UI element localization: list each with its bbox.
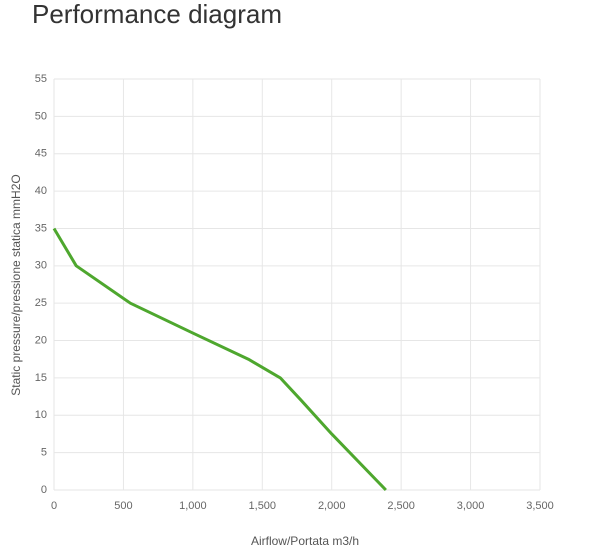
y-tick-label: 15 [35, 372, 47, 384]
y-tick-label: 30 [35, 260, 47, 272]
y-axis-label: Static pressure/pressione statica mmH2O [9, 174, 23, 395]
x-tick-label: 0 [51, 500, 57, 512]
y-tick-label: 45 [35, 148, 47, 160]
x-tick-label: 2,000 [318, 500, 346, 512]
series-line [52, 227, 387, 492]
y-tick-label: 25 [35, 297, 47, 309]
y-tick-label: 0 [41, 484, 47, 496]
y-tick-label: 50 [35, 110, 47, 122]
x-tick-label: 1,000 [179, 500, 207, 512]
chart-title: Performance diagram [32, 0, 282, 29]
x-tick-label: 500 [114, 500, 132, 512]
y-tick-label: 40 [35, 185, 47, 197]
y-tick-label: 20 [35, 334, 47, 346]
x-tick-label: 2,500 [387, 500, 415, 512]
x-axis-label: Airflow/Portata m3/h [251, 534, 359, 548]
x-tick-label: 3,000 [457, 500, 485, 512]
y-tick-label: 5 [41, 447, 47, 459]
x-tick-label: 1,500 [249, 500, 277, 512]
x-tick-label: 3,500 [526, 500, 554, 512]
y-tick-label: 55 [35, 73, 47, 85]
y-tick-label: 35 [35, 222, 47, 234]
y-tick-label: 10 [35, 409, 47, 421]
